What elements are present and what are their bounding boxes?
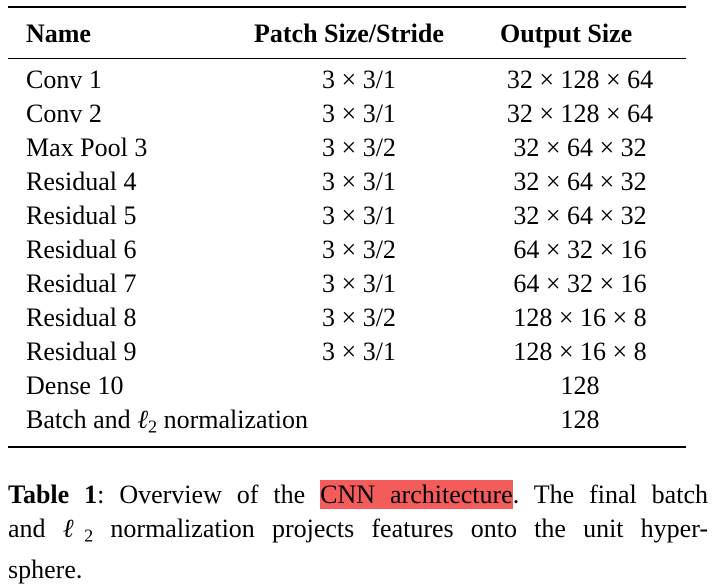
row-patch: 3 × 3/2 xyxy=(322,133,396,162)
table-row: Residual 5 3 × 3/1 32 × 64 × 32 xyxy=(8,199,686,233)
row-output: 32 × 64 × 32 xyxy=(513,201,647,230)
caption-line-1: Table 1: Overview of the CNN architectur… xyxy=(8,478,708,512)
caption-text: and xyxy=(8,514,63,543)
ell-symbol: ℓ xyxy=(62,514,85,543)
row-name: Residual 7 xyxy=(26,269,137,298)
caption-text: . The final batch xyxy=(512,480,708,509)
table-row: Residual 8 3 × 3/2 128 × 16 × 8 xyxy=(8,301,686,335)
table-bottom-rule xyxy=(8,446,686,448)
caption-highlight: CNN architecture xyxy=(320,480,513,509)
row-name: Residual 9 xyxy=(26,337,137,366)
caption-text: : Overview of the xyxy=(97,480,321,509)
table-top-rule xyxy=(8,6,686,8)
table-row: Max Pool 3 3 × 3/2 32 × 64 × 32 xyxy=(8,131,686,165)
ell-subscript: 2 xyxy=(148,416,158,437)
row-name: Residual 6 xyxy=(26,235,137,264)
table-header-rule xyxy=(8,58,686,59)
table-row: Dense 10 128 xyxy=(8,369,686,403)
table-row: Residual 6 3 × 3/2 64 × 32 × 16 xyxy=(8,233,686,267)
row-name: Max Pool 3 xyxy=(26,133,148,162)
row-output: 32 × 128 × 64 xyxy=(506,65,654,94)
row-patch xyxy=(244,369,474,403)
caption-label: Table 1 xyxy=(8,480,98,509)
row-name: Residual 5 xyxy=(26,201,137,230)
row-output: 64 × 32 × 16 xyxy=(513,235,647,264)
row-name: Conv 2 xyxy=(26,99,102,128)
table-row: Residual 9 3 × 3/1 128 × 16 × 8 xyxy=(8,335,686,369)
caption-text: normalization projects features onto the… xyxy=(93,514,708,543)
row-output: 128 xyxy=(560,371,600,400)
row-patch xyxy=(244,403,474,437)
row-name-prefix: Batch and xyxy=(26,405,138,434)
table-caption: Table 1: Overview of the CNN architectur… xyxy=(8,478,708,587)
ell-subscript: 2 xyxy=(84,525,94,546)
header-name: Name xyxy=(26,19,91,48)
row-patch: 3 × 3/1 xyxy=(322,65,396,94)
row-patch: 3 × 3/2 xyxy=(322,235,396,264)
row-name: Residual 8 xyxy=(26,303,137,332)
caption-line-2: and ℓ2 normalization projects features o… xyxy=(8,512,708,553)
row-name: Residual 4 xyxy=(26,167,137,196)
row-output: 64 × 32 × 16 xyxy=(513,269,647,298)
row-name: Conv 1 xyxy=(26,65,102,94)
row-output: 32 × 64 × 32 xyxy=(513,167,647,196)
caption-line-3: sphere. xyxy=(8,554,83,584)
row-output: 128 xyxy=(560,405,600,434)
table-row: Conv 2 3 × 3/1 32 × 128 × 64 xyxy=(8,97,686,131)
row-name-suffix: normalization xyxy=(157,405,309,434)
row-name: Dense 10 xyxy=(26,371,124,400)
table-row: Residual 4 3 × 3/1 32 × 64 × 32 xyxy=(8,165,686,199)
table-row: Batch and ℓ2 normalization 128 xyxy=(8,403,686,437)
row-patch: 3 × 3/1 xyxy=(322,99,396,128)
row-output: 128 × 16 × 8 xyxy=(513,303,647,332)
row-output: 32 × 64 × 32 xyxy=(513,133,647,162)
row-patch: 3 × 3/1 xyxy=(322,201,396,230)
table-row: Conv 1 3 × 3/1 32 × 128 × 64 xyxy=(8,63,686,97)
ell-symbol: ℓ xyxy=(137,405,149,434)
row-patch: 3 × 3/1 xyxy=(322,269,396,298)
row-output: 128 × 16 × 8 xyxy=(513,337,647,366)
header-patch-size-stride: Patch Size/Stride xyxy=(254,19,444,48)
row-patch: 3 × 3/1 xyxy=(322,167,396,196)
row-patch: 3 × 3/2 xyxy=(322,303,396,332)
table-row: Residual 7 3 × 3/1 64 × 32 × 16 xyxy=(8,267,686,301)
table-header: Name Patch Size/Stride Output Size xyxy=(8,14,686,54)
header-output-size: Output Size xyxy=(500,19,633,48)
row-output: 32 × 128 × 64 xyxy=(506,99,654,128)
row-name: Batch and ℓ2 normalization xyxy=(26,403,308,437)
row-patch: 3 × 3/1 xyxy=(322,337,396,366)
